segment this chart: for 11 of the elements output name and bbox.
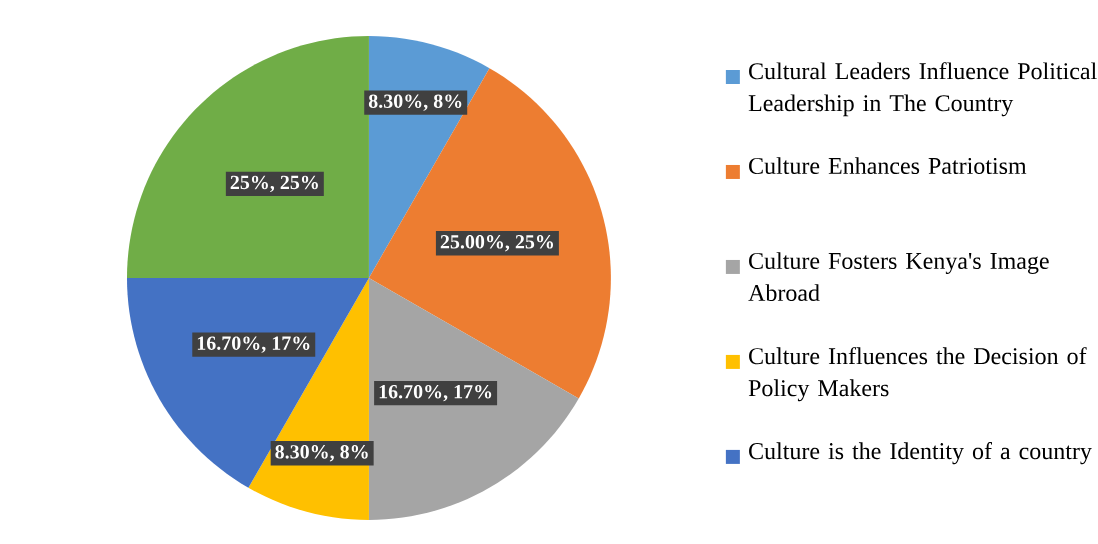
legend-label: Culture Influences the Decision of Policy Makers bbox=[748, 347, 1087, 402]
legend-label: Culture Fosters Kenya's Image Abroad bbox=[748, 252, 1049, 302]
data-label: 16.70%, 17% bbox=[379, 384, 492, 402]
legend-label: Culture is the Identity of a country bbox=[749, 442, 1092, 465]
data-label: 16.70%, 17% bbox=[197, 336, 310, 353]
legend-label: Cultural Leaders Influence Political Leadership in The Country bbox=[748, 62, 1097, 117]
data-label: 25.00%, 25% bbox=[440, 235, 554, 252]
legend-label: Culture Enhances Patriotism bbox=[749, 157, 1027, 175]
data-label: 8.30%, 8% bbox=[368, 94, 462, 111]
data-label: 8.30%, 8% bbox=[275, 445, 368, 462]
data-label: 25%, 25% bbox=[230, 175, 318, 193]
